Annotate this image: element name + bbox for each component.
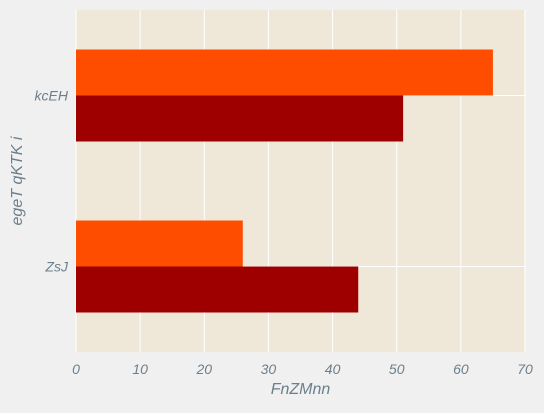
x-tick-label: 70 — [517, 361, 533, 377]
x-tick-label: 20 — [195, 361, 212, 377]
bar — [76, 220, 243, 267]
bar — [76, 266, 359, 313]
x-tick-label: 0 — [72, 361, 80, 377]
bar — [76, 95, 404, 142]
x-tick-label: 10 — [132, 361, 148, 377]
bar — [76, 49, 493, 96]
x-tick-label: 60 — [453, 361, 469, 377]
y-tick-label: kcEH — [35, 88, 69, 104]
y-axis-ticks: kcEH ZsJ — [35, 88, 69, 275]
y-axis-label: egeT qKTK i — [9, 136, 26, 225]
y-tick-label: ZsJ — [44, 259, 69, 275]
x-tick-label: 40 — [325, 361, 341, 377]
x-axis-ticks: 0 10 20 30 40 50 60 70 — [72, 361, 533, 377]
x-tick-label: 50 — [389, 361, 405, 377]
x-axis-label: FnZMnn — [271, 381, 331, 398]
bars — [76, 49, 493, 313]
x-tick-label: 30 — [261, 361, 277, 377]
